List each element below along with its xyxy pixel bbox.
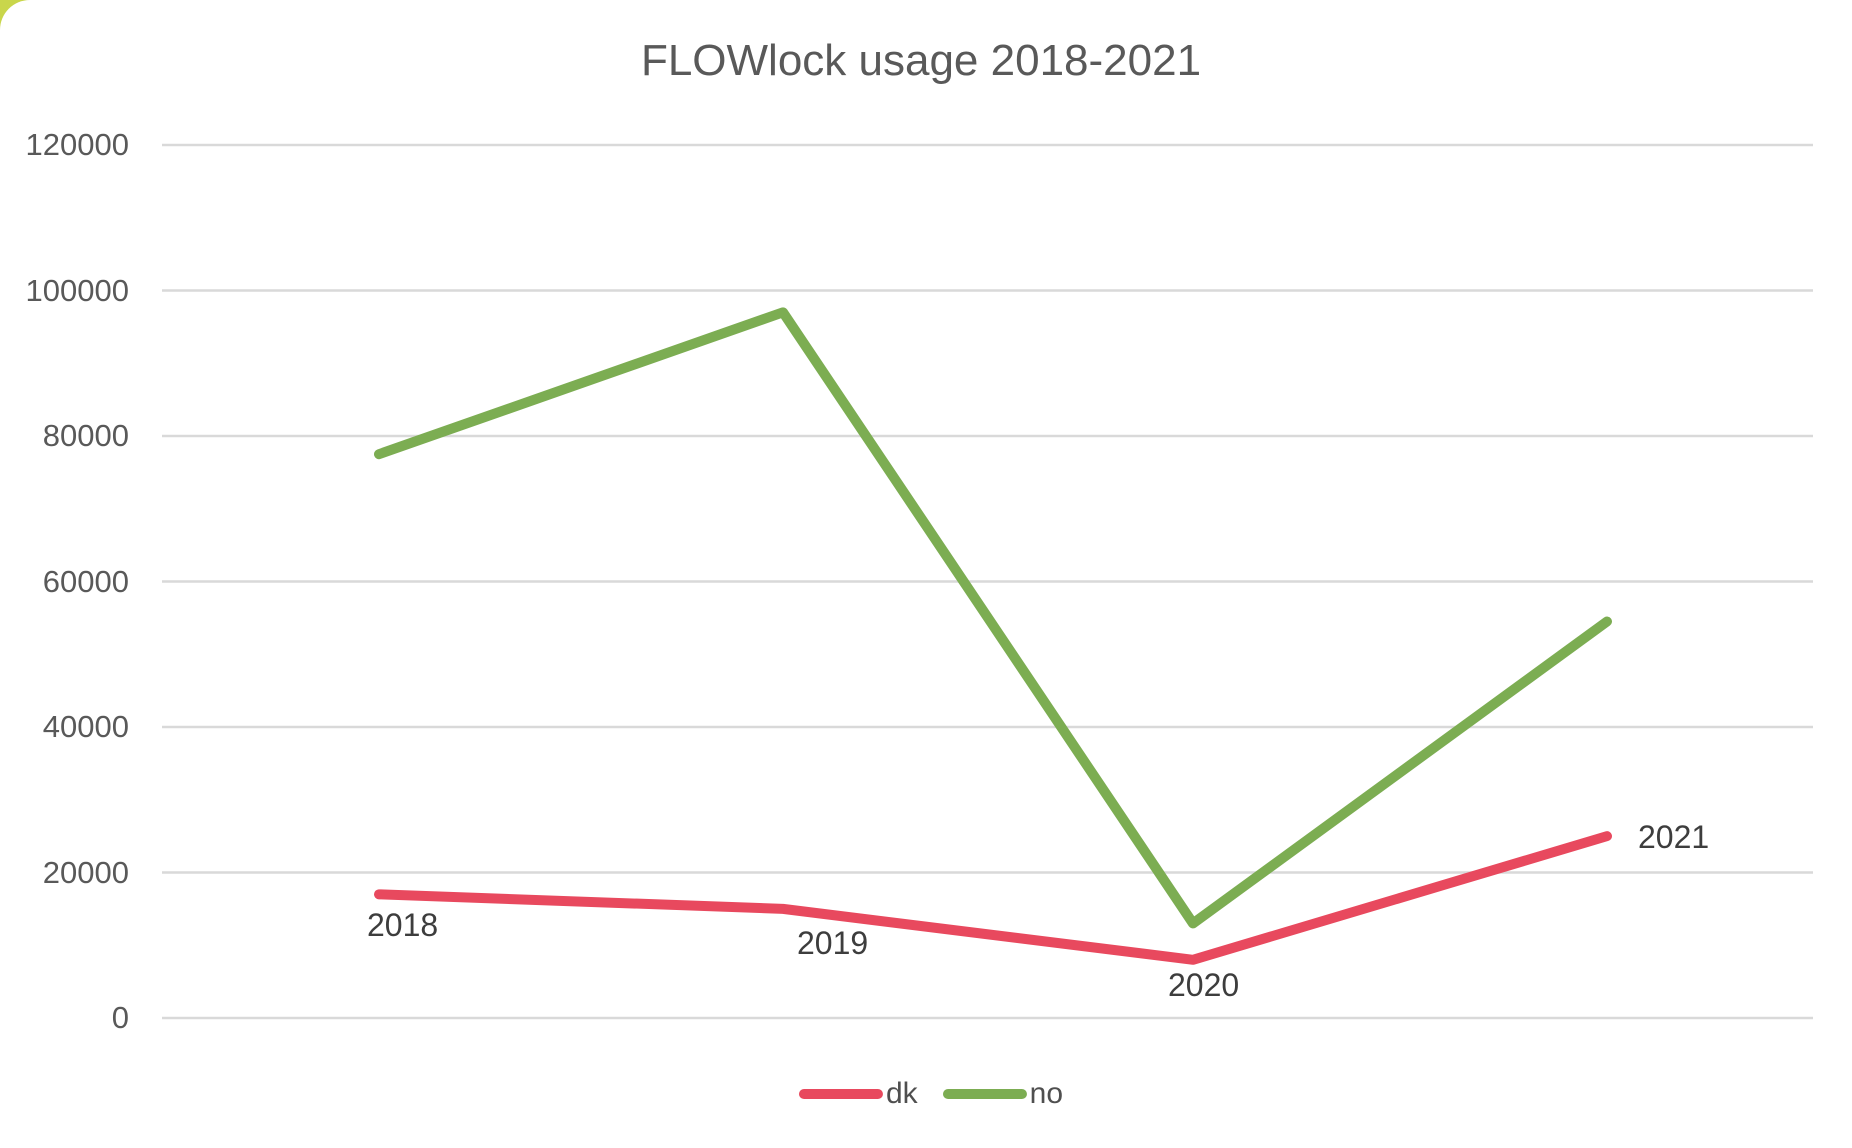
point-label-2018: 2018 (367, 907, 439, 944)
legend-label-no: no (1029, 1077, 1064, 1110)
legend-item-dk: dk (798, 1077, 918, 1110)
series-line-no (374, 307, 1612, 929)
point-label-2021: 2021 (1638, 819, 1710, 856)
y-axis-tick-label: 80000 (42, 418, 129, 453)
legend: dk no (798, 1077, 1064, 1110)
legend-item-no: no (942, 1077, 1064, 1110)
y-axis-tick-label: 20000 (42, 854, 129, 890)
y-axis-tick-label: 60000 (42, 563, 129, 599)
series-line-dk (374, 831, 1612, 965)
legend-swatch-dk (798, 1089, 883, 1099)
point-label-2019: 2019 (797, 924, 869, 961)
legend-swatch-no (942, 1089, 1027, 1099)
y-axis-tick-label: 40000 (42, 709, 129, 744)
legend-label-dk: dk (885, 1077, 918, 1110)
point-label-2020: 2020 (1168, 966, 1240, 1003)
chart-title: FLOWlock usage 2018-2021 (640, 36, 1202, 85)
y-axis-tick-label: 0 (111, 1000, 129, 1035)
y-axis-tick-label: 120000 (25, 127, 129, 162)
y-axis-tick-label: 100000 (25, 272, 129, 308)
